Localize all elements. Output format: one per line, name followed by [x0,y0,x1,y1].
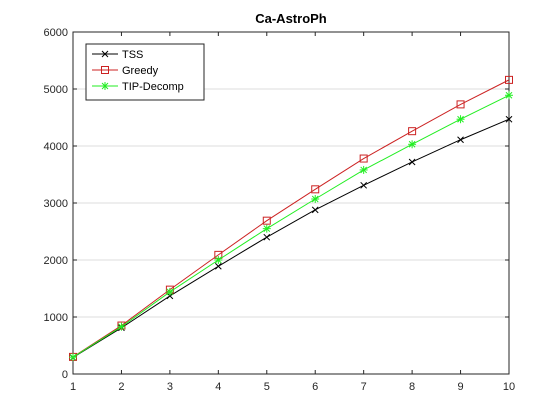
data-point-greedy [359,154,368,163]
data-point-tss [505,115,513,123]
data-point-tip-decomp [311,195,320,204]
x-tick-label: 6 [312,381,318,393]
data-point-greedy [505,75,513,84]
legend-label-tip-decomp: TIP-Decomp [122,81,184,93]
y-tick-label: 6000 [44,27,68,39]
y-tick-label: 4000 [44,141,68,153]
data-point-tip-decomp [165,287,174,296]
legend-label-tss: TSS [122,49,143,61]
x-tick-label: 9 [457,381,463,393]
grid-lines [73,88,509,318]
data-point-tss [263,233,271,241]
data-point-tip-decomp [359,165,368,174]
data-point-tip-decomp [69,353,77,362]
data-point-greedy [456,100,465,109]
x-tick-label: 3 [167,381,173,393]
y-tick-label: 5000 [44,84,68,96]
x-tick-label: 1 [70,381,76,393]
data-point-greedy [311,185,320,194]
data-point-tss [408,158,416,166]
data-point-tip-decomp [505,91,513,100]
series-line-tip-decomp [72,94,510,358]
legend-marker-greedy [101,66,109,74]
data-point-tip-decomp [262,224,271,233]
data-point-tip-decomp [117,322,126,331]
y-tick-label: 0 [62,369,68,381]
data-point-tip-decomp [214,256,223,264]
data-point-greedy [408,127,417,136]
data-point-tss [360,181,368,189]
x-tick-label: 4 [215,381,221,393]
data-point-tss [214,262,222,270]
series-layer [69,75,513,362]
x-tick-label: 10 [503,381,515,393]
data-point-greedy [262,216,271,225]
x-tick-label: 8 [409,381,415,393]
data-point-tip-decomp [408,140,417,149]
x-tick-label: 7 [361,381,367,393]
legend-marker-tip-decomp [101,82,109,90]
chart-title: Ca-AstroPh [255,11,327,26]
series-line-tss [72,118,510,358]
axis-ticks: 0 1000 2000 3000 4000 5000 6000 1 2 3 4 5 6 7 8 9 10 [44,27,516,393]
y-tick-label: 3000 [44,198,68,210]
legend-marker-tss [101,50,109,58]
data-point-tip-decomp [456,115,465,124]
data-point-tss [457,136,464,144]
y-tick-label: 2000 [44,255,68,267]
y-tick-label: 1000 [44,312,68,324]
x-tick-label: 2 [118,381,124,393]
data-point-tss [311,206,319,214]
series-line-greedy [72,79,510,358]
x-tick-label: 5 [264,381,270,393]
legend: TSS Greedy TIP-Decomp [85,43,205,101]
legend-label-greedy: Greedy [122,65,159,77]
